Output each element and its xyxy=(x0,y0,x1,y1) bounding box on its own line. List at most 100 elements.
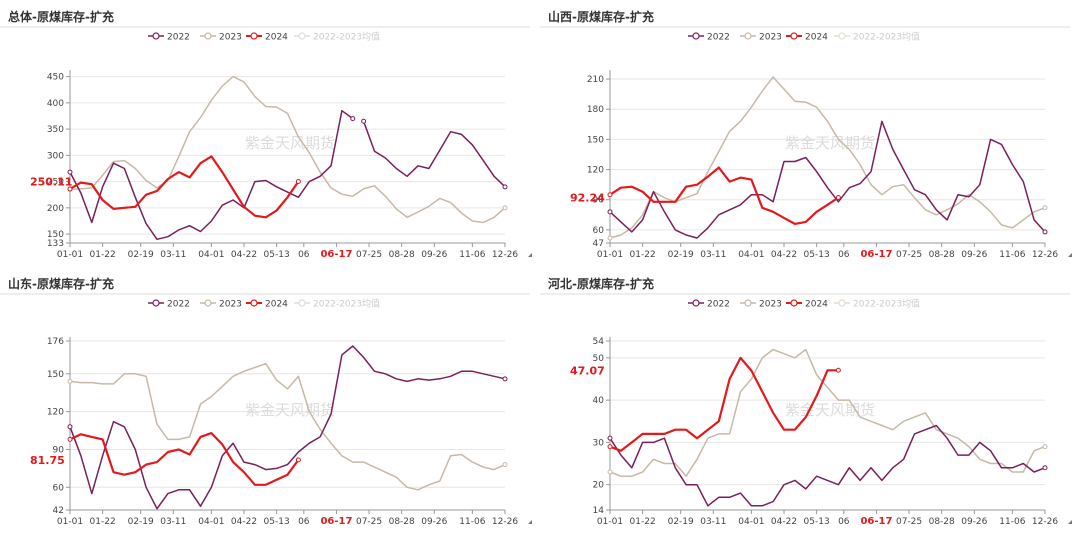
x-tick-label: 09-26 xyxy=(961,250,987,260)
x-tick-label: 05-13 xyxy=(804,517,830,527)
corner-grip-icon xyxy=(528,520,532,524)
x-tick-label: 12-26 xyxy=(492,517,518,527)
y-tick-label: 300 xyxy=(47,151,64,161)
legend-item: 2022-2023均值 xyxy=(294,298,380,310)
last-value-label: 81.75 xyxy=(30,454,65,467)
series-line-2024 xyxy=(69,155,300,219)
chart-title: 河北-原煤库存-扩充 xyxy=(547,276,654,291)
legend-item: 2023 xyxy=(740,299,782,310)
legend-swatch-dot xyxy=(744,299,752,307)
y-tick-label: 350 xyxy=(47,125,64,135)
x-tick-label: 01-22 xyxy=(90,517,116,527)
x-tick-label: 04-01 xyxy=(198,250,224,260)
series-point xyxy=(67,169,73,175)
x-tick-label: 04-22 xyxy=(231,517,257,527)
x-tick-label: 05-13 xyxy=(264,517,290,527)
legend-swatch-dot xyxy=(250,299,258,307)
chart-panel-shandong: 山东-原煤库存-扩充 2022 2023 2024 2022-2023均值 42 60 90 1… xyxy=(0,267,540,533)
last-value-label: 47.07 xyxy=(570,364,605,377)
legend-swatch-dot xyxy=(692,299,700,307)
x-tick-label: 03-11 xyxy=(700,250,726,260)
x-tick-label: 01-01 xyxy=(597,250,623,260)
series-line-2024 xyxy=(69,432,300,486)
y-tick-label: 180 xyxy=(587,105,604,115)
legend-item: 2023 xyxy=(200,32,242,43)
y-tick-label: 133 xyxy=(47,239,64,249)
y-tick-label: 250 xyxy=(47,178,64,188)
series-point xyxy=(67,378,73,384)
watermark-text: 紫金天风期货 xyxy=(785,134,875,152)
y-tick-label: 47 xyxy=(593,239,604,249)
y-tick-label: 90 xyxy=(593,196,605,206)
legend-item: 2024 xyxy=(786,299,828,310)
legend-label: 2024 xyxy=(265,33,288,43)
x-tick-label: 08-28 xyxy=(929,250,955,260)
y-tick-label: 120 xyxy=(587,166,604,176)
x-tick-label: 07-25 xyxy=(356,517,382,527)
series-line-2023 xyxy=(69,75,506,224)
x-tick-label: 06-17 xyxy=(320,516,352,527)
x-tick-label: 07-25 xyxy=(896,517,922,527)
series-point xyxy=(607,469,613,475)
series-line-2024 xyxy=(609,356,839,452)
x-tick-label: 12-26 xyxy=(492,250,518,260)
legend-label: 2022 xyxy=(167,300,190,310)
x-tick-label: 09-26 xyxy=(421,517,447,527)
series-point xyxy=(835,194,841,200)
legend-swatch-dot xyxy=(298,299,306,307)
x-tick-label: 07-25 xyxy=(896,250,922,260)
x-tick-label: 04-01 xyxy=(738,250,764,260)
series-line-2023 xyxy=(69,362,506,491)
series-point xyxy=(502,462,508,468)
x-tick-label: 11-06 xyxy=(999,517,1025,527)
y-tick-label: 54 xyxy=(593,337,605,347)
x-tick-label: 02-19 xyxy=(128,517,154,527)
x-tick-label: 06 xyxy=(298,517,310,527)
x-tick-label: 02-19 xyxy=(668,250,694,260)
x-tick-label: 06-17 xyxy=(860,516,892,527)
legend-item: 2022-2023均值 xyxy=(834,298,920,310)
series-point xyxy=(67,186,73,192)
x-tick-label: 03-11 xyxy=(160,517,186,527)
legend-swatch-dot xyxy=(838,299,846,307)
y-tick-label: 450 xyxy=(47,73,64,83)
legend-label: 2022 xyxy=(167,33,190,43)
chart-svg-shanxi: 山西-原煤库存-扩充 2022 2023 2024 2022-2023均值 47 60 90 1… xyxy=(540,9,1072,260)
x-tick-label: 04-22 xyxy=(231,250,257,260)
x-tick-label: 01-01 xyxy=(57,517,83,527)
x-tick-label: 11-06 xyxy=(459,250,485,260)
x-tick-label: 11-06 xyxy=(999,250,1025,260)
chart-title: 山东-原煤库存-扩充 xyxy=(8,276,114,291)
x-tick-label: 06 xyxy=(838,250,850,260)
series-point xyxy=(295,179,301,185)
x-tick-label: 01-01 xyxy=(57,250,83,260)
legend-item: 2023 xyxy=(200,299,242,310)
legend-item: 2022 xyxy=(688,299,730,310)
series-point xyxy=(502,205,508,211)
legend-swatch-dot xyxy=(204,299,212,307)
watermark-text: 紫金天风期货 xyxy=(785,401,875,419)
chart-title: 总体-原煤库存-扩充 xyxy=(8,9,114,24)
x-tick-label: 06-17 xyxy=(320,249,352,260)
legend-label: 2022-2023均值 xyxy=(853,31,920,43)
corner-grip-icon xyxy=(528,253,532,257)
legend-item: 2022 xyxy=(148,299,190,310)
series-point xyxy=(67,436,73,442)
chart-svg-hebei: 河北-原煤库存-扩充 2022 2023 2024 2022-2023均值 14 20 30 4… xyxy=(540,276,1072,527)
legend-item: 2023 xyxy=(740,32,782,43)
x-tick-label: 08-28 xyxy=(929,517,955,527)
legend-label: 2023 xyxy=(759,300,782,310)
last-value-label: 250.11 xyxy=(30,176,72,189)
series-point xyxy=(502,376,508,382)
x-tick-label: 12-26 xyxy=(1032,250,1058,260)
series-point xyxy=(1042,205,1048,211)
series-line-2022 xyxy=(609,424,1046,507)
corner-grip-icon xyxy=(1068,520,1072,524)
x-tick-label: 07-25 xyxy=(356,250,382,260)
y-tick-label: 14 xyxy=(593,506,605,516)
chart-panel-shanxi: 山西-原煤库存-扩充 2022 2023 2024 2022-2023均值 47 60 90 1… xyxy=(540,0,1080,266)
chart-title: 山西-原煤库存-扩充 xyxy=(548,9,654,24)
x-tick-label: 01-01 xyxy=(597,517,623,527)
y-tick-label: 150 xyxy=(587,135,604,145)
series-point xyxy=(607,192,613,198)
